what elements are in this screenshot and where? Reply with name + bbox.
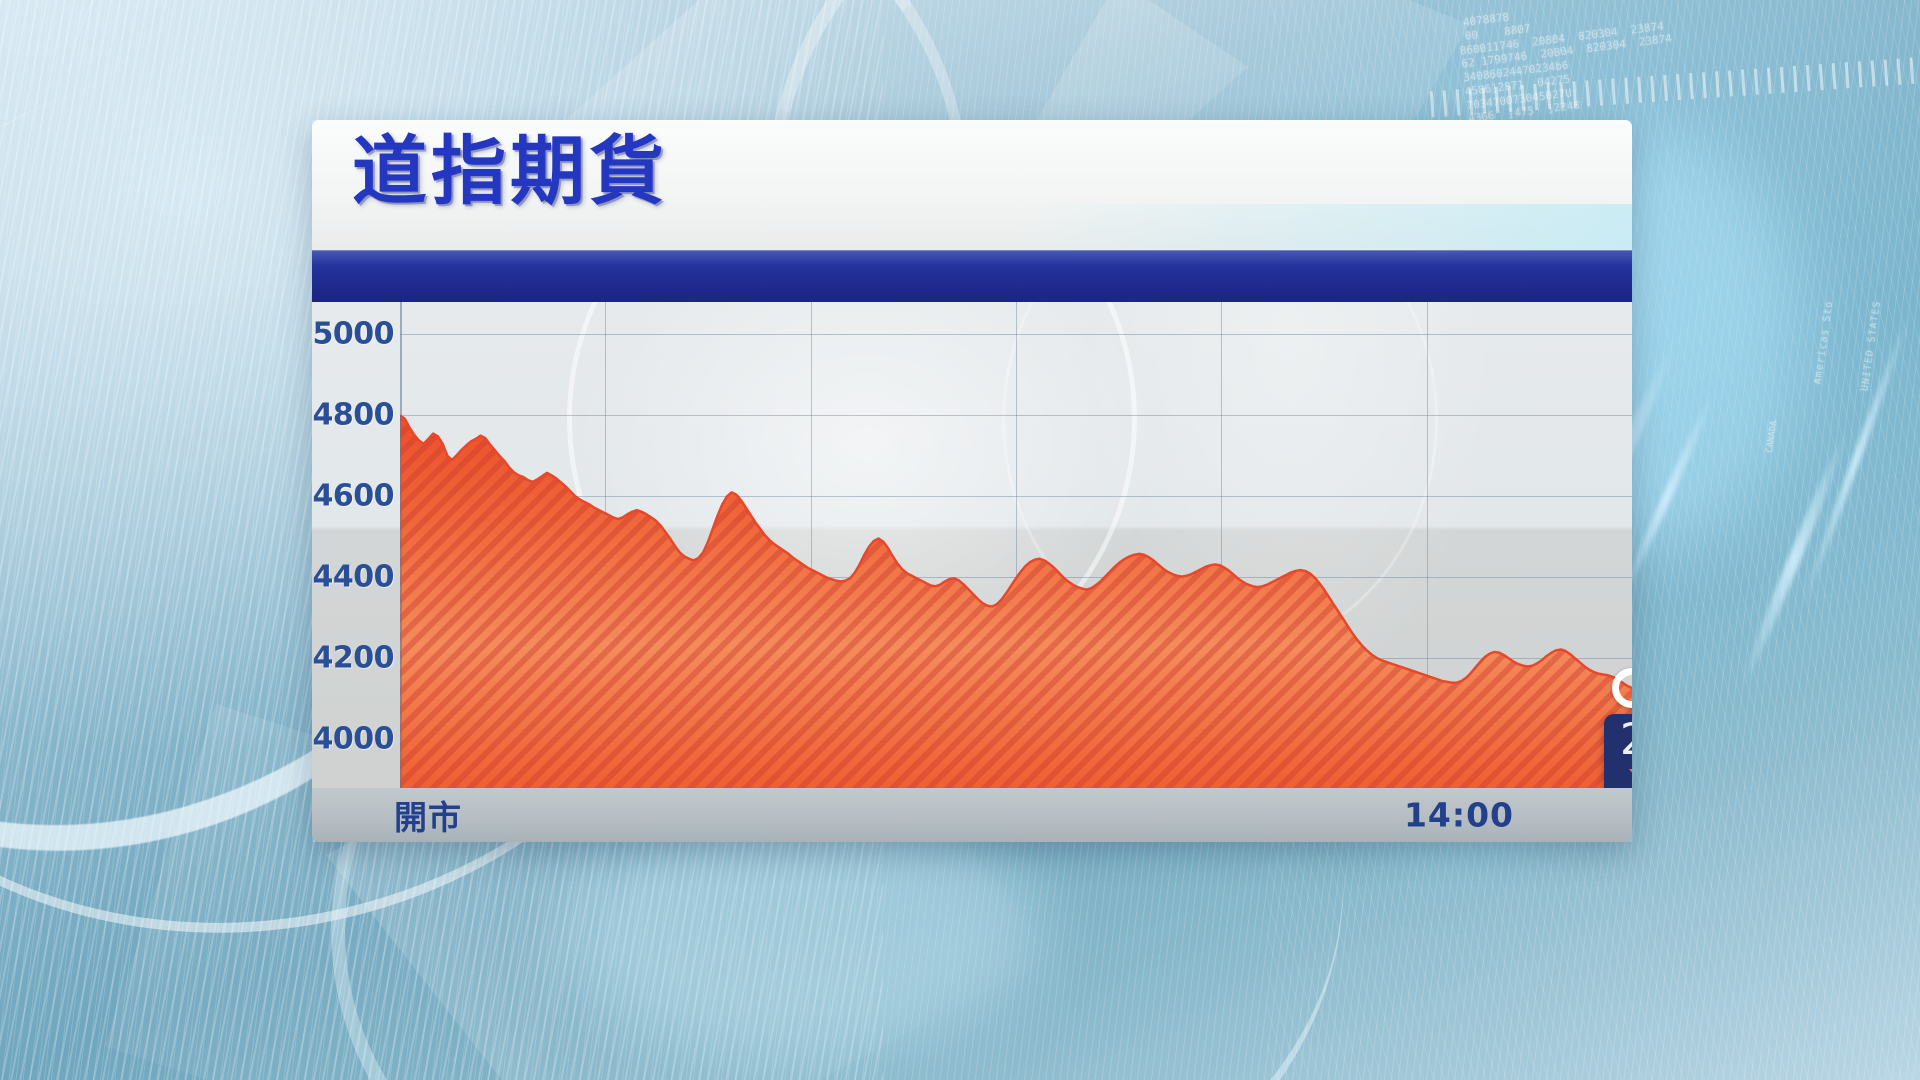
y-axis-tick-label: 24000 xyxy=(312,721,394,757)
gridline-vertical xyxy=(1016,302,1017,788)
last-price-callout: 24127 722 xyxy=(1604,713,1632,788)
down-triangle-icon xyxy=(1629,769,1632,788)
panel-accent-bar xyxy=(312,250,1632,302)
panel-header: 道指期貨 xyxy=(312,120,1632,250)
chart-series-area xyxy=(400,414,1632,788)
gridline-horizontal xyxy=(400,415,1632,417)
y-axis-tick-label: 24600 xyxy=(312,478,394,514)
chart-y-axis-line xyxy=(400,302,402,788)
callout-change-row: 722 xyxy=(1629,761,1632,788)
last-price-marker xyxy=(1612,667,1632,708)
footer-time-label: 14:00 xyxy=(1403,795,1514,835)
quote-panel: 道指期貨 xyxy=(312,120,1632,842)
gridline-horizontal xyxy=(400,334,1632,336)
chart-plot-area: 24127 722 25000 24800 24600 24400 24200 24000 xyxy=(312,302,1632,788)
page-title: 道指期貨 xyxy=(352,127,669,215)
footer-market-open-label: 開市 xyxy=(394,798,462,837)
y-axis-tick-label: 24200 xyxy=(312,640,394,676)
gridline-vertical xyxy=(1221,302,1223,788)
gridline-vertical xyxy=(810,302,812,788)
gridline-horizontal xyxy=(400,496,1632,498)
gridline-vertical xyxy=(1426,302,1428,788)
y-axis-tick-label: 24400 xyxy=(312,559,394,595)
panel-footer: 開市 14:00 xyxy=(312,788,1632,842)
background-glow-3 xyxy=(560,800,1040,1060)
callout-price-value: 24127 xyxy=(1620,718,1632,763)
y-axis-tick-label: 24800 xyxy=(312,397,394,433)
chart-y-axis-labels: 25000 24800 24600 24400 24200 24000 xyxy=(312,302,400,788)
y-axis-tick-label: 25000 xyxy=(312,316,394,352)
